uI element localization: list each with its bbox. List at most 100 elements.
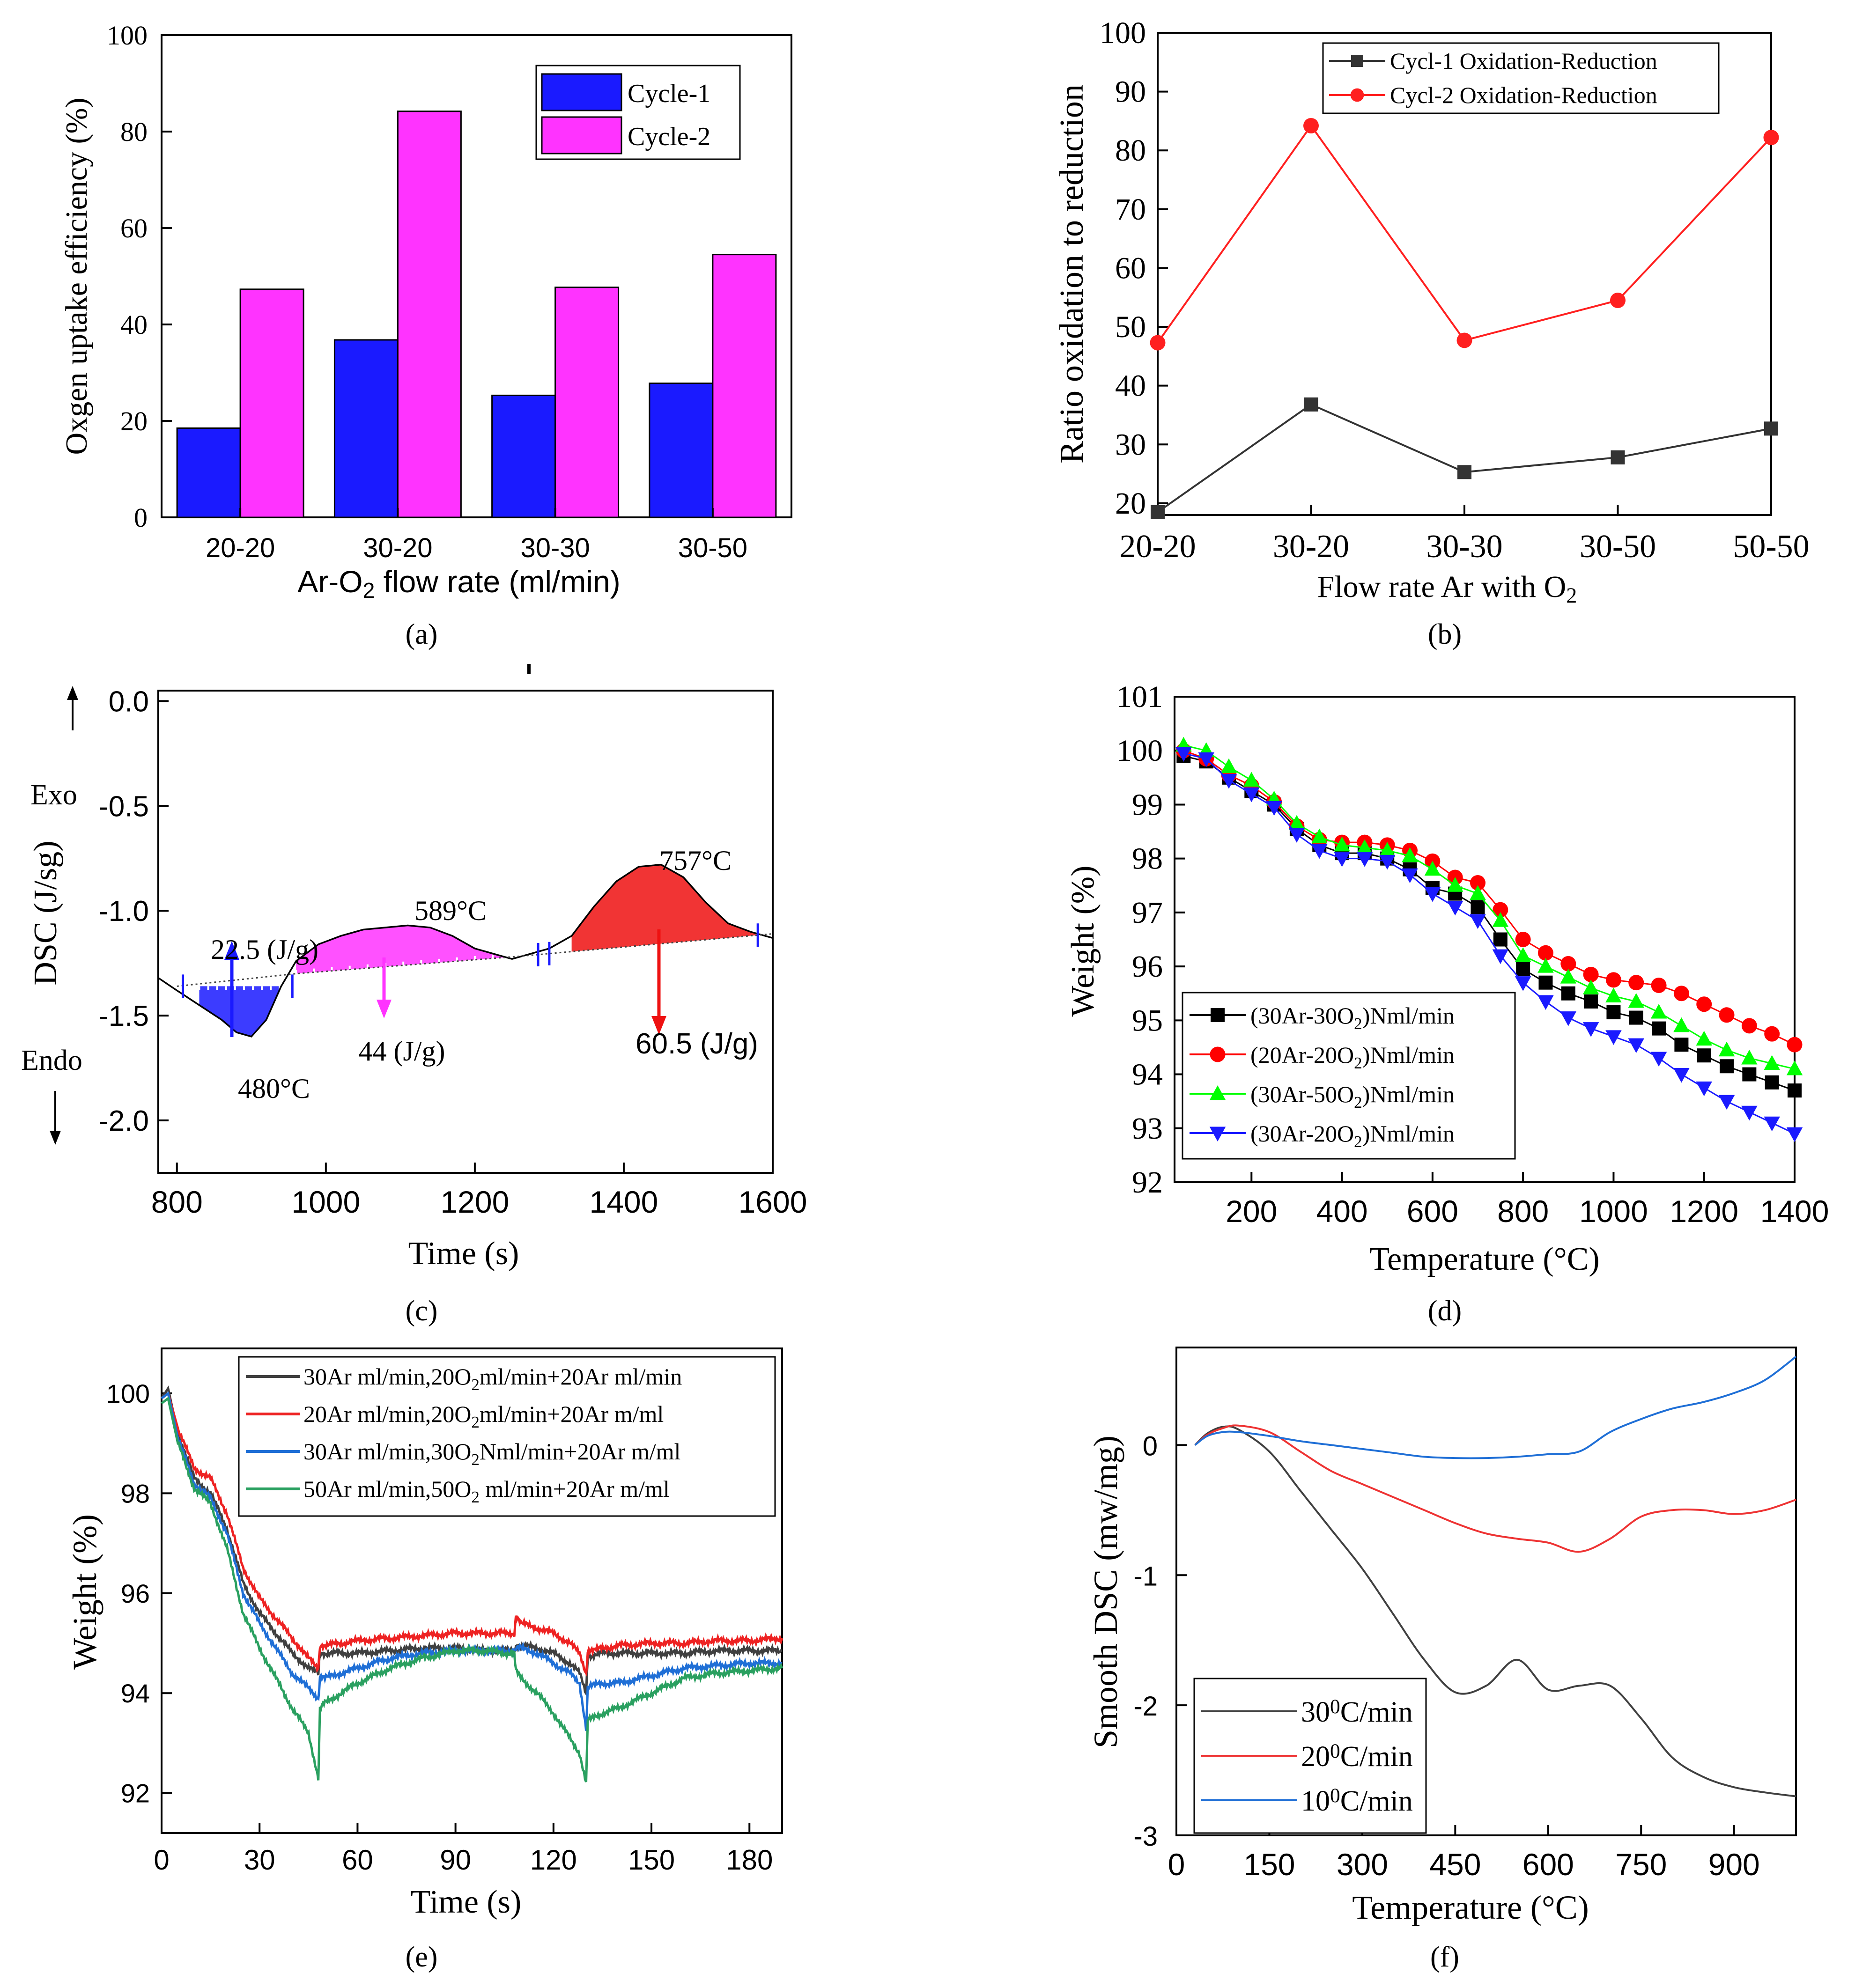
chart-d-ytick-label: 95 <box>1132 1003 1163 1038</box>
chart-d-point <box>1379 842 1396 857</box>
chart-f-legend-label: 300C/min <box>1301 1695 1413 1728</box>
chart-c-ylabel: DSC (J/sg) <box>28 840 64 985</box>
chart-a-ytick-label: 0 <box>134 502 148 533</box>
chart-f-xtick-label: 450 <box>1429 1847 1481 1882</box>
chart-b-ytick-label: 80 <box>1115 133 1146 168</box>
chart-d-point <box>1605 1030 1622 1045</box>
chart-a-bar-cycle-2-20-20 <box>239 288 304 518</box>
chart-e-ytick-label: 98 <box>121 1479 150 1508</box>
chart-d-point <box>1447 900 1463 916</box>
chart-a-bar-cycle-2-30-50 <box>712 254 777 518</box>
chart-d-point <box>1198 752 1214 767</box>
chart-c-ytick-label: 0.0 <box>109 685 149 718</box>
chart-d-point <box>1584 994 1598 1009</box>
chart-d-point <box>1696 1031 1712 1046</box>
chart-a-ytick-label: 40 <box>120 309 148 340</box>
chart-f-xtick-label: 750 <box>1615 1847 1667 1882</box>
chart-f-series-line <box>1194 1424 1796 1553</box>
chart-d-legend-marker <box>1211 1008 1225 1022</box>
chart-d-point <box>1492 949 1509 965</box>
chart-e-legend-box <box>238 1356 776 1517</box>
chart-c-annotation-44: 44 (J/g) <box>359 1036 445 1067</box>
chart-d-xtick-label: 1200 <box>1670 1194 1738 1229</box>
chart-d-legend-label: (30Ar-50O2)Nml/min <box>1250 1081 1455 1112</box>
chart-b-legend: Cycl-1 Oxidation-Reduction Cycl-2 Oxidati… <box>1322 42 1720 114</box>
chart-a-legend-swatch <box>541 116 622 155</box>
chart-d-point <box>1718 1041 1735 1057</box>
chart-d-xtick-label: 800 <box>1497 1194 1549 1229</box>
chart-c-xtick-label: 1600 <box>739 1185 807 1219</box>
chart-a-bar-cycle-2-30-30 <box>554 287 620 518</box>
chart-d-ytick-label: 97 <box>1132 896 1163 930</box>
chart-a-legend-label: Cycle-1 <box>628 79 710 108</box>
chart-b-ytick-label: 70 <box>1115 192 1146 227</box>
chart-b-point <box>1150 335 1166 351</box>
chart-e-legend-label: 30Ar ml/min,30O2Nml/min+20Ar m/ml <box>303 1438 680 1469</box>
chart-c-ytick-label: -0.5 <box>99 790 149 823</box>
chart-d-point <box>1424 887 1441 902</box>
chart-b-point <box>1610 293 1626 309</box>
chart-a-legend-swatch <box>541 73 622 111</box>
chart-d-point <box>1515 947 1531 962</box>
chart-d-point <box>1765 1075 1779 1090</box>
chart-d-point <box>1538 975 1553 990</box>
chart-d-point <box>1697 1048 1711 1063</box>
chart-b-point <box>1151 505 1165 519</box>
chart-b-point <box>1763 130 1779 146</box>
chart-d-point <box>1582 1022 1599 1037</box>
chart-d-point <box>1651 977 1667 993</box>
chart-d-point <box>1311 828 1328 844</box>
chart-c-annotation-endo: Endo <box>21 1045 82 1076</box>
chart-d-point <box>1764 1055 1780 1070</box>
chart-e-ytick-label: 96 <box>121 1579 150 1608</box>
chart-b-xtick-label: 30-30 <box>1426 529 1502 565</box>
chart-d-series-line <box>1183 755 1795 1091</box>
chart-a-xtick-label: 30-30 <box>520 533 590 563</box>
chart-c-endo-arrow-head <box>50 1131 61 1145</box>
chart-d-point <box>1605 987 1622 1002</box>
chart-b-point <box>1611 450 1625 464</box>
chart-f-xtick-label: 900 <box>1708 1847 1760 1882</box>
chart-e-xtick-label: 30 <box>244 1844 275 1876</box>
chart-d-point <box>1493 932 1508 947</box>
chart-d-point <box>1402 868 1418 884</box>
chart-d-point <box>1334 852 1350 867</box>
chart-d-point <box>1516 962 1530 976</box>
chart-d-point <box>1606 1005 1621 1020</box>
chart-d-point <box>1470 875 1486 891</box>
chart-d-point <box>1741 1049 1758 1065</box>
chart-d-point <box>1696 996 1712 1012</box>
chart-e-xtick-label: 0 <box>154 1844 169 1876</box>
chart-c-xtick-label: 1200 <box>440 1185 509 1219</box>
chart-e-ytick-label: 92 <box>121 1779 150 1808</box>
chart-d-point <box>1288 815 1305 830</box>
chart-e: 92 94 96 98 100 0 30 60 90 120 150 180 30Ar ml/min,2… <box>66 1347 783 1920</box>
chart-d-ytick-label: 92 <box>1132 1165 1163 1200</box>
chart-b-point <box>1303 118 1319 133</box>
panel-label-f: (f) <box>1430 1941 1459 1973</box>
chart-d-legend-box <box>1182 992 1516 1160</box>
chart-d-point <box>1356 839 1373 854</box>
chart-e-ylabel: Weight (%) <box>66 1514 103 1670</box>
chart-d-point <box>1786 1060 1803 1075</box>
chart-d-point <box>1424 861 1441 876</box>
chart-d-ytick-label: 96 <box>1132 950 1163 984</box>
chart-d-point <box>1447 877 1463 892</box>
chart-d-xtick-label: 200 <box>1226 1194 1277 1229</box>
chart-a-bar-cycle-1-30-20 <box>333 339 399 518</box>
chart-d-series-line <box>1183 752 1795 1134</box>
chart-a-xtick-label: 30-20 <box>363 533 432 563</box>
chart-c-xtick-label: 800 <box>151 1185 203 1219</box>
chart-b-xlabel: Flow rate Ar with O2 <box>1317 570 1577 607</box>
chart-d-ytick-label: 101 <box>1116 680 1163 714</box>
chart-d-point <box>1719 1007 1735 1023</box>
chart-d-point <box>1537 995 1554 1010</box>
chart-d-point <box>1720 1059 1734 1074</box>
chart-c-annotation-757: 757°C <box>659 845 732 876</box>
chart-e-series-line <box>161 1391 783 1677</box>
chart-f-xtick-label: 600 <box>1522 1847 1574 1882</box>
chart-b-point <box>1456 332 1472 348</box>
chart-b-ytick-label: 60 <box>1115 251 1146 285</box>
chart-a-bar-cycle-2-30-20 <box>397 110 462 518</box>
